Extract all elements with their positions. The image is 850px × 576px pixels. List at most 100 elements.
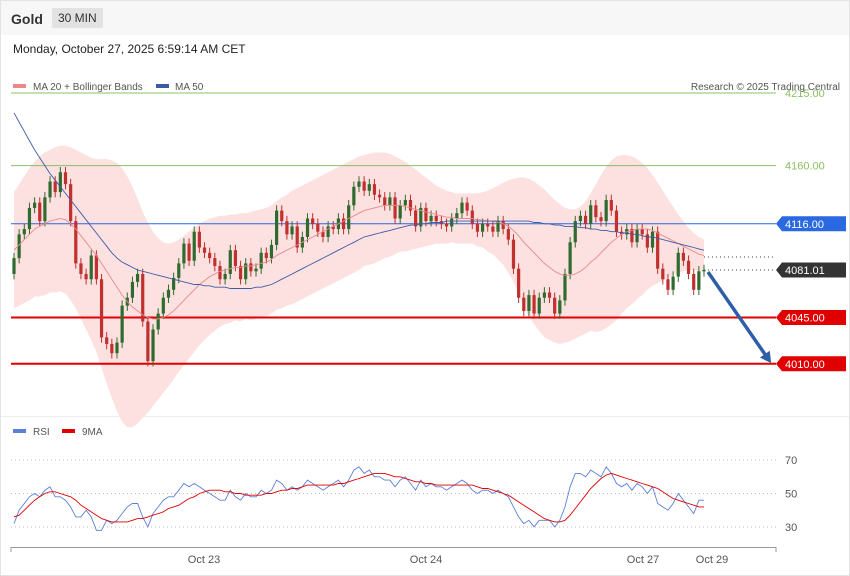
candle bbox=[475, 218, 480, 237]
candle-body bbox=[202, 247, 207, 253]
candle-body bbox=[290, 226, 294, 235]
candle bbox=[223, 268, 227, 285]
level-tag-label: 4045.00 bbox=[785, 313, 825, 325]
forecast-arrow-head bbox=[759, 350, 772, 364]
candle bbox=[661, 263, 665, 285]
candle bbox=[321, 226, 325, 243]
candle-body bbox=[156, 313, 160, 330]
candle bbox=[408, 194, 413, 216]
candle-body bbox=[480, 223, 485, 232]
candle bbox=[43, 192, 47, 227]
candle-body bbox=[238, 266, 243, 280]
candle bbox=[424, 202, 428, 227]
candle-body bbox=[414, 210, 418, 227]
candle-body bbox=[465, 202, 469, 211]
candle-body bbox=[475, 223, 480, 232]
candle-body bbox=[558, 300, 562, 314]
candle-body bbox=[388, 197, 392, 206]
level-tag: 4116.00 bbox=[776, 216, 846, 232]
candle bbox=[393, 192, 397, 224]
level-tag: 4010.00 bbox=[776, 356, 846, 372]
time-tick-label: Oct 23 bbox=[188, 554, 220, 566]
rsi-tick-label: 70 bbox=[785, 455, 797, 467]
candle-body bbox=[218, 266, 222, 280]
candle-body bbox=[650, 231, 655, 248]
rsi-line bbox=[13, 465, 704, 531]
candle-body bbox=[702, 269, 706, 272]
candle-body bbox=[599, 217, 603, 222]
candle-body bbox=[697, 271, 701, 290]
candle bbox=[197, 226, 201, 253]
candle bbox=[419, 202, 423, 232]
candle bbox=[645, 229, 649, 253]
legend-ma50-label: MA 50 bbox=[175, 82, 204, 93]
candle-body bbox=[460, 202, 464, 214]
candle-body bbox=[372, 184, 377, 195]
legend-ma50-swatch bbox=[156, 84, 169, 88]
instrument-title: Gold bbox=[11, 11, 43, 27]
candle bbox=[172, 272, 176, 296]
candle bbox=[656, 226, 660, 274]
level-lines bbox=[11, 92, 776, 365]
candle-body bbox=[264, 252, 268, 259]
candle-body bbox=[22, 229, 26, 235]
forecast-arrow-shaft bbox=[706, 270, 768, 357]
candle bbox=[542, 287, 546, 304]
candle-body bbox=[661, 268, 665, 280]
candle-body bbox=[233, 250, 238, 267]
candle-body bbox=[187, 243, 191, 261]
rsi-tick-label: 30 bbox=[785, 522, 797, 534]
ma20-line bbox=[13, 204, 705, 320]
candle-body bbox=[614, 210, 619, 232]
candle-body bbox=[470, 210, 474, 224]
candle bbox=[79, 258, 83, 280]
candle bbox=[213, 252, 217, 272]
candle-body bbox=[630, 229, 634, 243]
candle bbox=[506, 223, 510, 245]
candle bbox=[347, 200, 351, 235]
candle bbox=[671, 271, 675, 296]
timeframe-badge[interactable]: 30 MIN bbox=[52, 8, 103, 28]
candle-body bbox=[48, 181, 52, 198]
candle-body bbox=[115, 342, 119, 354]
candle bbox=[146, 316, 150, 367]
candle bbox=[156, 308, 160, 335]
candle bbox=[372, 178, 377, 200]
candle-body bbox=[285, 221, 289, 235]
forecast-arrow bbox=[706, 270, 772, 364]
candle-body bbox=[135, 273, 140, 282]
candle bbox=[666, 273, 670, 296]
candle bbox=[249, 258, 253, 277]
candle bbox=[547, 287, 552, 304]
candle-body bbox=[532, 295, 536, 314]
candle bbox=[594, 200, 598, 223]
candle bbox=[511, 234, 516, 274]
candle-body bbox=[269, 244, 274, 259]
candle-body bbox=[99, 279, 104, 338]
candle bbox=[295, 221, 299, 253]
level-tag-label: 4081.01 bbox=[785, 265, 825, 277]
candle-body bbox=[316, 223, 320, 232]
candle-body bbox=[398, 205, 402, 219]
candle bbox=[202, 242, 207, 259]
candle-body bbox=[244, 263, 248, 280]
rsi-ma-line bbox=[13, 472, 704, 523]
candle bbox=[398, 200, 402, 224]
moving-averages bbox=[13, 112, 705, 320]
candle-body bbox=[94, 255, 98, 280]
candle-body bbox=[197, 231, 201, 248]
candle-body bbox=[223, 273, 227, 280]
candle bbox=[305, 213, 310, 243]
candle-body bbox=[424, 207, 428, 222]
candle-body bbox=[58, 172, 62, 193]
candle bbox=[522, 292, 526, 317]
candle-body bbox=[341, 218, 346, 230]
candle-body bbox=[228, 250, 232, 274]
ma50-line bbox=[13, 112, 705, 289]
candle-body bbox=[326, 226, 330, 237]
candle-body bbox=[38, 202, 42, 222]
candle bbox=[377, 189, 382, 203]
candle-body bbox=[377, 194, 382, 198]
candle-body bbox=[110, 343, 114, 354]
candle bbox=[599, 211, 603, 227]
